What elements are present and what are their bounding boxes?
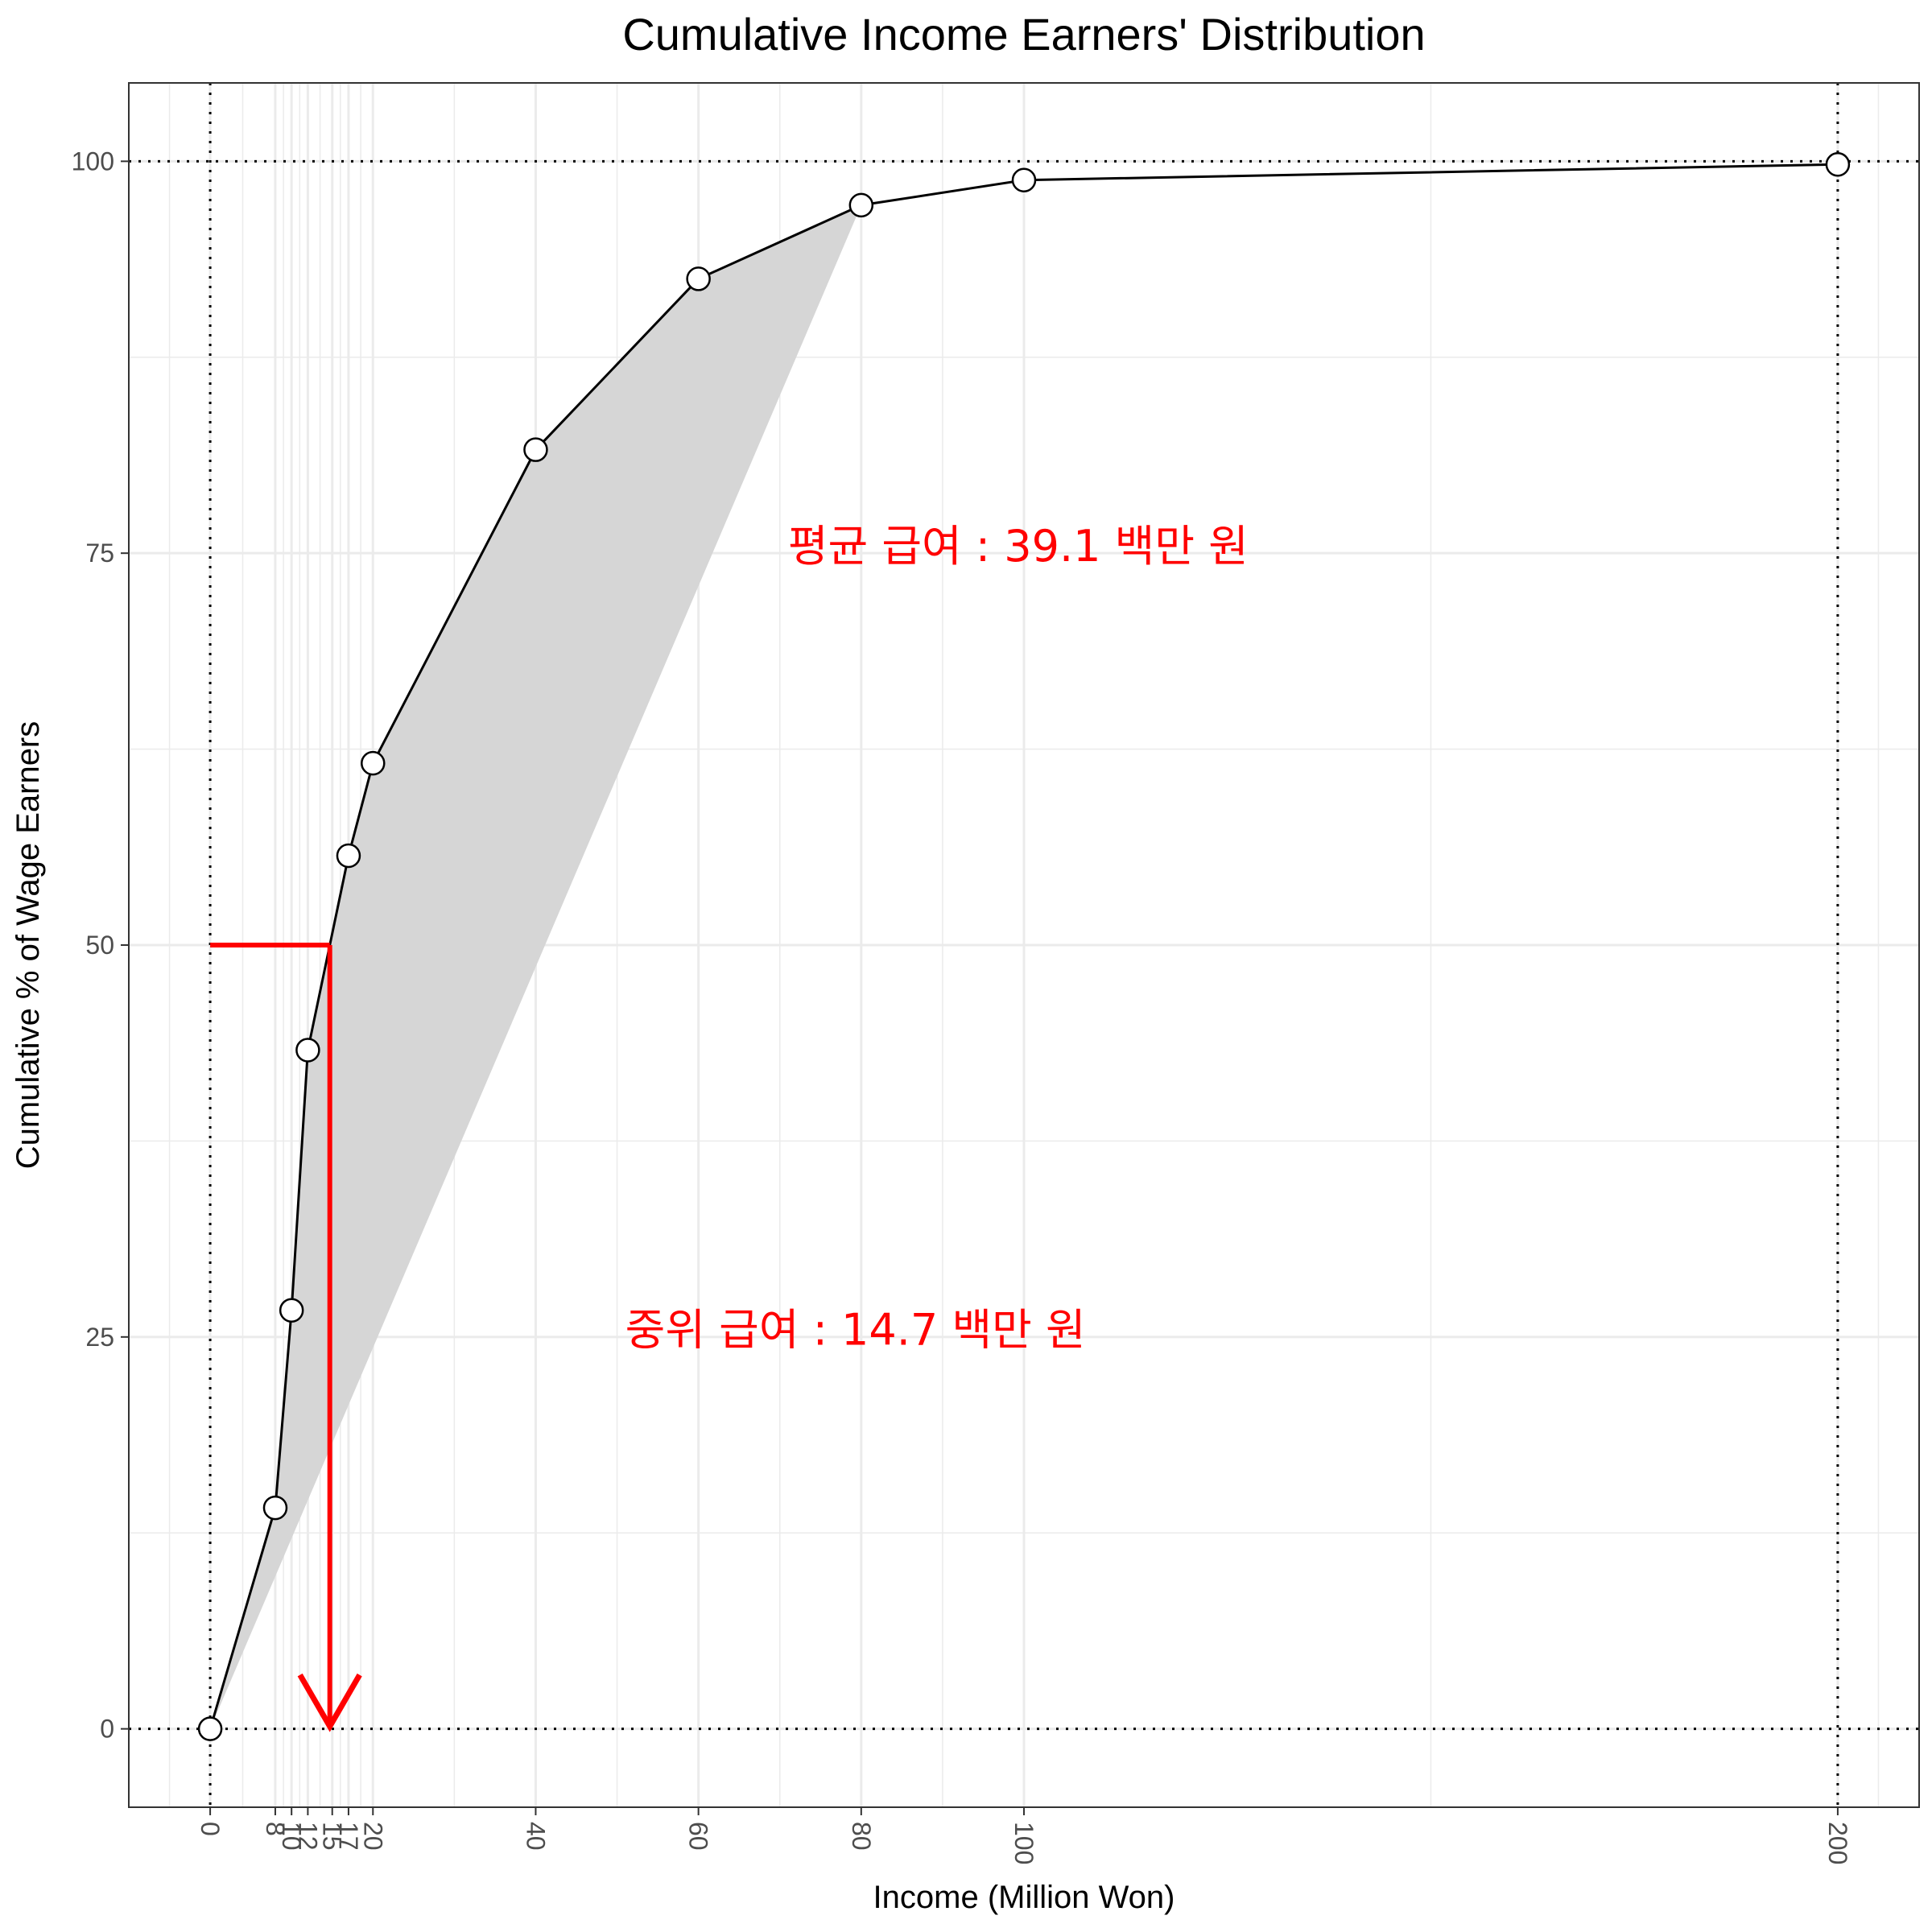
data-point	[361, 750, 386, 776]
median-arrowhead	[297, 1673, 362, 1732]
x-tick-label: 20	[358, 1822, 387, 1851]
x-tick-label: 15	[318, 1822, 347, 1851]
data-point	[336, 843, 361, 869]
data-point	[197, 1716, 223, 1741]
annotations: 평균 급여 : 39.1 백만 원중위 급여 : 14.7 백만 원	[625, 521, 1249, 1356]
x-tick-label: 40	[521, 1822, 550, 1851]
y-tick-label: 0	[100, 1715, 114, 1744]
x-axis-title: Income (Million Won)	[873, 1880, 1175, 1915]
x-tick-label: 80	[847, 1822, 876, 1851]
y-tick-label: 50	[85, 931, 114, 960]
x-tick-label: 17	[334, 1822, 363, 1851]
data-point	[1011, 167, 1037, 192]
data-point	[262, 1495, 288, 1521]
y-axis-title: Cumulative % of Wage Earners	[10, 721, 46, 1170]
y-axis-ticks: 0 25 50 75 100	[72, 147, 129, 1744]
data-point	[1825, 152, 1851, 177]
x-tick-label: 12	[293, 1822, 322, 1851]
data-point	[279, 1298, 304, 1323]
y-tick-label: 100	[72, 147, 114, 175]
data-point	[295, 1038, 320, 1063]
x-tick-label: 100	[1009, 1822, 1038, 1864]
area-fill	[210, 204, 861, 1729]
x-tick-label: 200	[1823, 1822, 1852, 1864]
data-point	[848, 192, 874, 218]
data-points	[197, 152, 1851, 1741]
shaded-area	[210, 204, 861, 1729]
mean-salary-annotation: 평균 급여 : 39.1 백만 원	[788, 521, 1249, 572]
x-tick-label: 0	[196, 1822, 225, 1836]
y-tick-label: 25	[85, 1323, 114, 1352]
y-tick-label: 75	[85, 539, 114, 568]
median-salary-annotation: 중위 급여 : 14.7 백만 원	[625, 1305, 1086, 1356]
chart-title: Cumulative Income Earners' Distribution	[622, 9, 1425, 60]
data-point	[523, 437, 548, 462]
x-tick-label: 8	[261, 1822, 290, 1836]
x-tick-label: 10	[277, 1822, 306, 1851]
data-point	[686, 266, 711, 291]
median-marker	[210, 943, 362, 1732]
x-tick-label: 60	[684, 1822, 713, 1851]
